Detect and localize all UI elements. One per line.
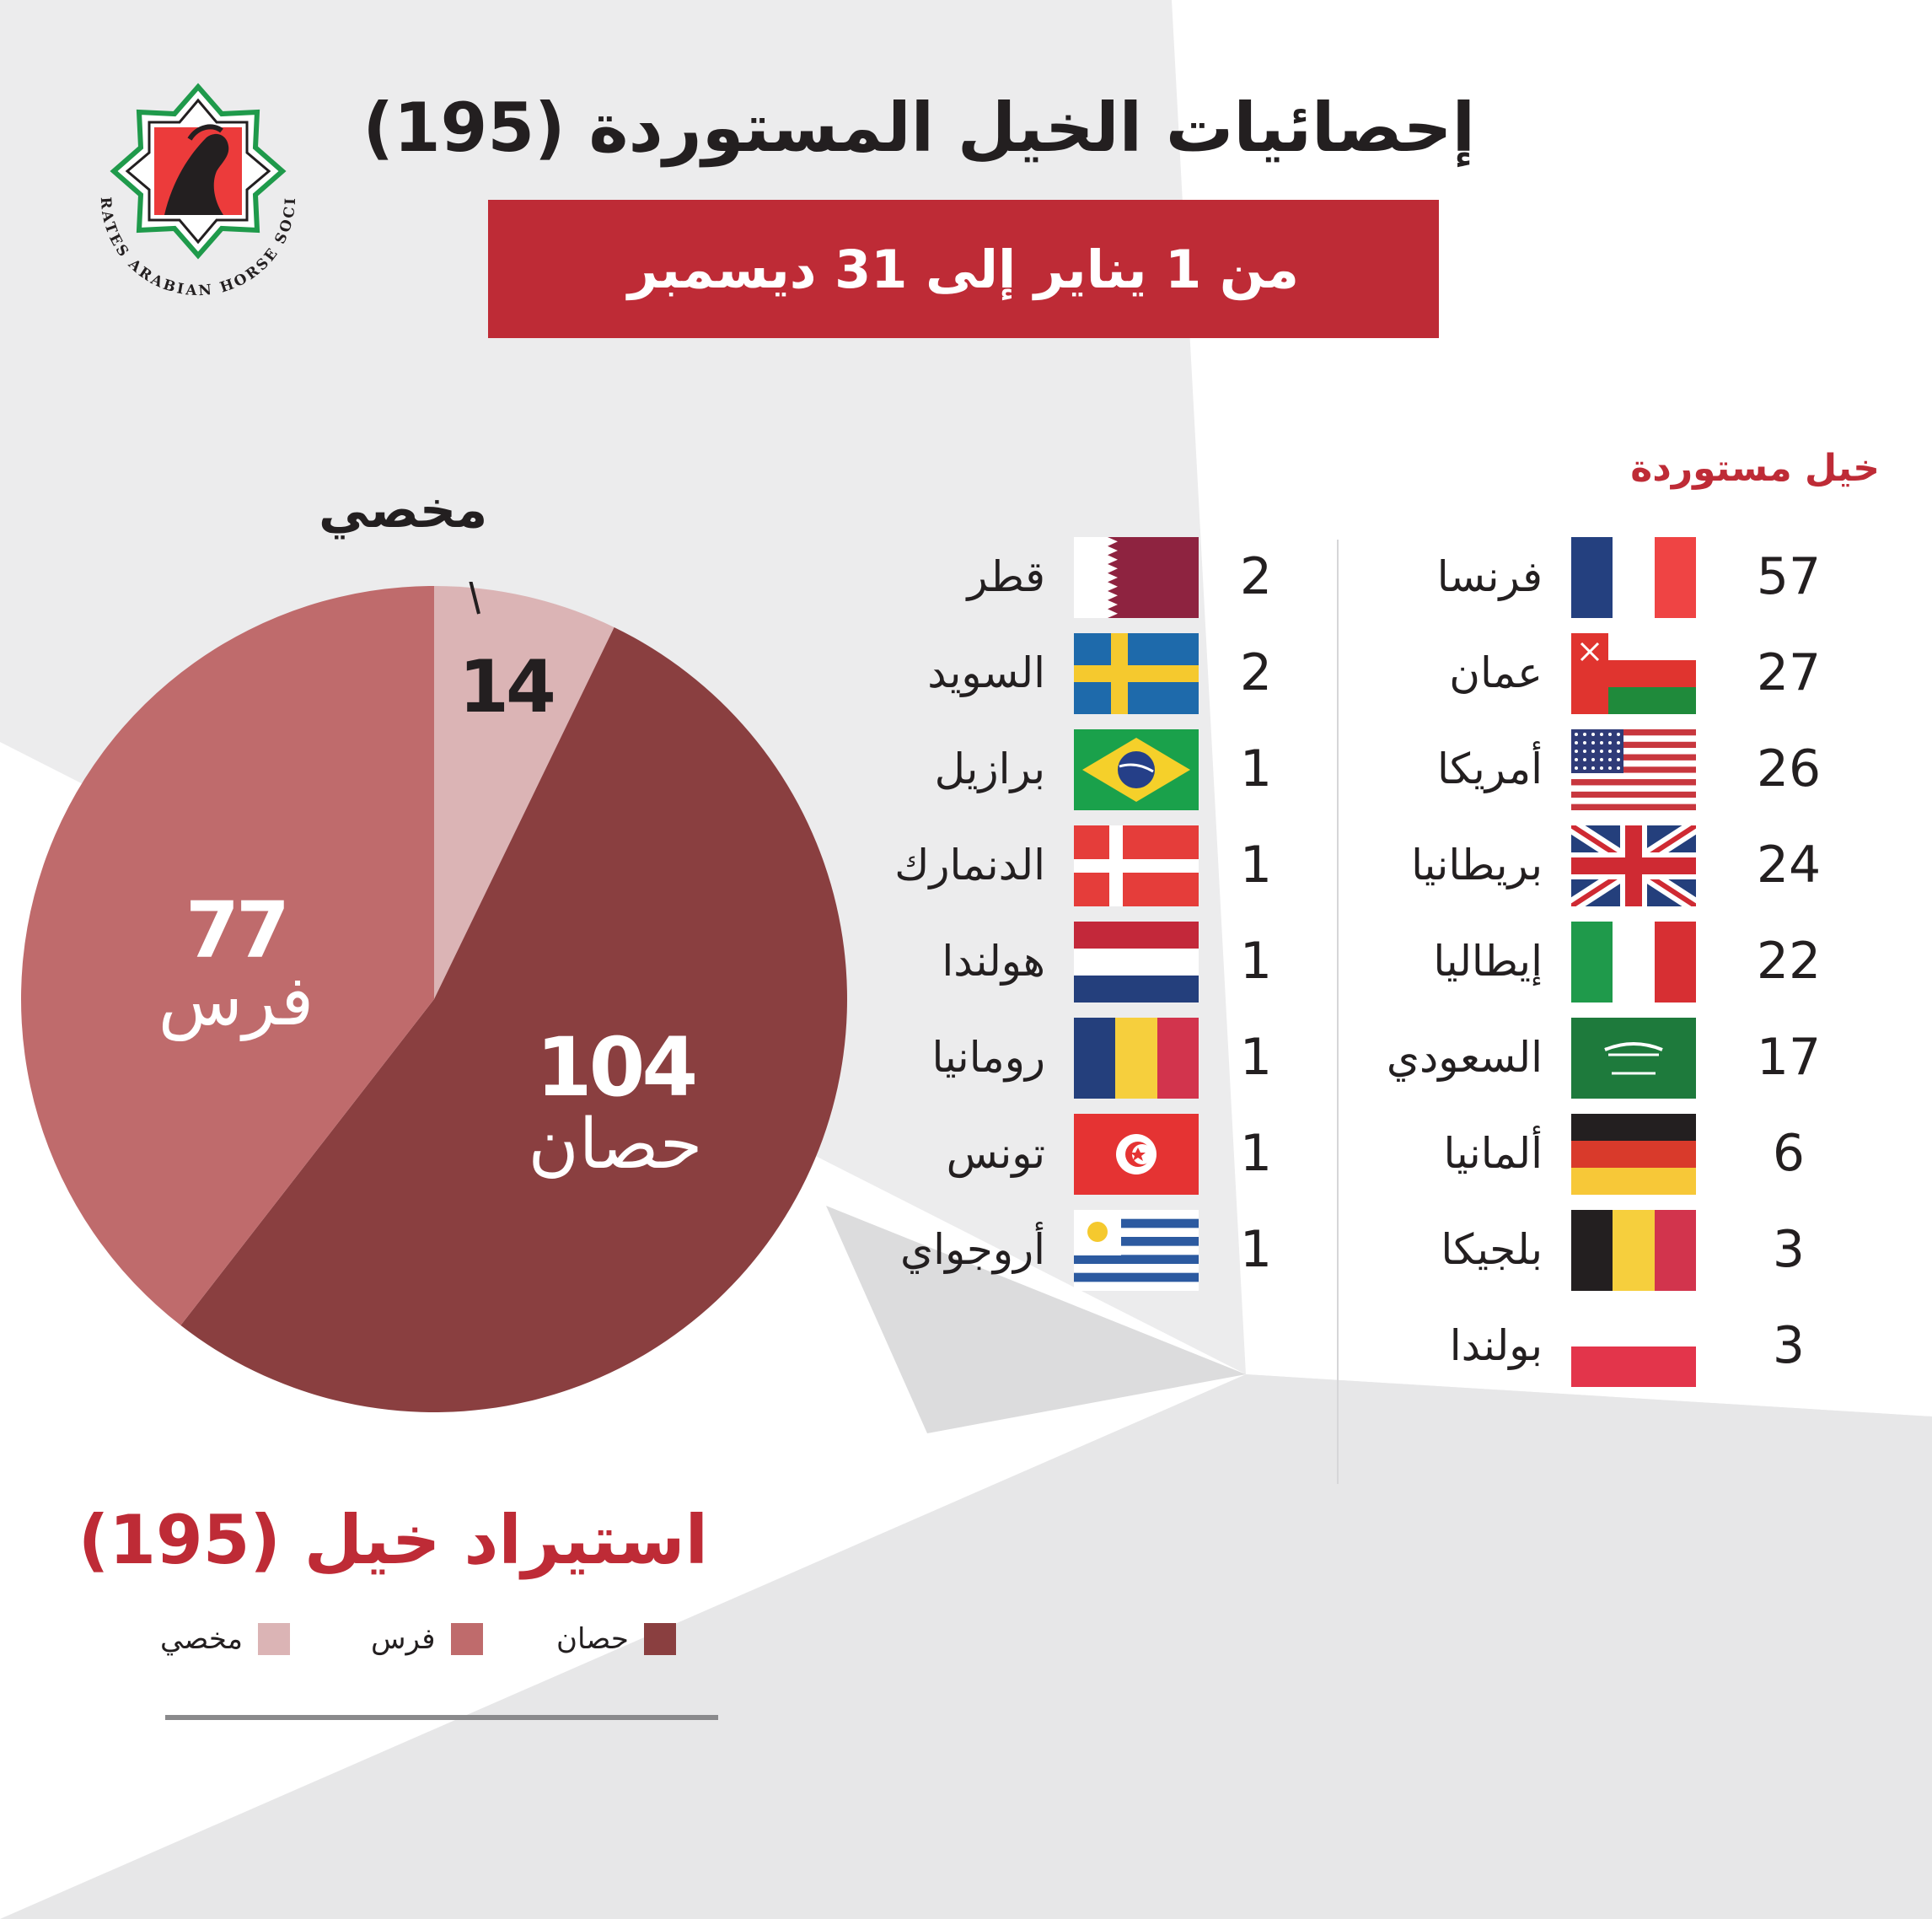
column-divider: [1337, 540, 1339, 1484]
page-title: إحصائيات الخيل المستوردة (195): [362, 89, 1475, 167]
legend-swatch-gelding: [257, 1623, 290, 1655]
country-count: 17: [1756, 1028, 1822, 1087]
poland-flag-icon: [1571, 1306, 1696, 1387]
country-row: السويد 2: [843, 633, 1315, 714]
legend-item-stallion: حصان: [556, 1622, 676, 1656]
country-row: برازيل 1: [843, 729, 1315, 810]
country-count: 22: [1756, 932, 1822, 991]
country-name: السويد: [927, 648, 1045, 697]
brazil-flag-icon: [1074, 729, 1199, 810]
country-row: أمريكا 26: [1349, 729, 1854, 810]
country-name: أمريكا: [1436, 744, 1543, 793]
country-name: ألمانيا: [1443, 1129, 1543, 1178]
country-row: الدنمارك 1: [843, 825, 1315, 906]
pie-value-stallion: 104: [535, 1020, 698, 1115]
country-count: 1: [1239, 1028, 1273, 1087]
pie-slice: [180, 627, 848, 1412]
legend-label-mare: فرس: [371, 1622, 436, 1656]
country-row: السعودي 17: [1349, 1018, 1854, 1099]
country-row: أروجواي 1: [843, 1210, 1315, 1291]
country-count: 1: [1239, 932, 1273, 991]
tunisia-flag-icon: [1074, 1114, 1199, 1195]
countries-heading: خيل مستوردة: [1630, 447, 1880, 490]
country-name: بلجيكا: [1441, 1225, 1543, 1274]
legend-label-gelding: مخصي: [160, 1622, 243, 1656]
legend-label-stallion: حصان: [556, 1622, 629, 1656]
germany-flag-icon: [1571, 1114, 1696, 1195]
france-flag-icon: [1571, 537, 1696, 618]
country-name: عمان: [1449, 648, 1543, 697]
country-name: أروجواي: [900, 1225, 1045, 1274]
society-logo: EMIRATES ARABIAN HORSE SOCIETY: [80, 72, 297, 299]
country-name: تونس: [946, 1129, 1045, 1178]
country-row: بلجيكا 3: [1349, 1210, 1854, 1291]
pie-value-mare: 77: [185, 885, 290, 976]
netherlands-flag-icon: [1074, 922, 1199, 1003]
country-row: ألمانيا 6: [1349, 1114, 1854, 1195]
country-count: 1: [1239, 739, 1273, 798]
country-count: 27: [1756, 643, 1822, 702]
country-name: برازيل: [934, 744, 1045, 793]
legend-item-mare: فرس: [371, 1622, 483, 1656]
country-name: فرنسا: [1436, 552, 1543, 601]
country-row: قطر 2: [843, 537, 1315, 618]
country-name: قطر: [967, 552, 1045, 601]
date-range-text: من 1 يناير إلى 31 ديسمبر: [627, 238, 1300, 300]
country-name: السعودي: [1386, 1033, 1543, 1082]
country-row: رومانيا 1: [843, 1018, 1315, 1099]
country-count: 26: [1756, 739, 1822, 798]
italy-flag-icon: [1571, 922, 1696, 1003]
country-row: عمان 27: [1349, 633, 1854, 714]
country-count: 2: [1239, 547, 1273, 606]
denmark-flag-icon: [1074, 825, 1199, 906]
belgium-flag-icon: [1571, 1210, 1696, 1291]
sweden-flag-icon: [1074, 633, 1199, 714]
country-count: 1: [1239, 1124, 1273, 1183]
pie-label-mare-name: فرس: [158, 961, 314, 1041]
pie-slice: [21, 586, 434, 1325]
country-count: 2: [1239, 643, 1273, 702]
pie-label-stallion-name: حصان: [528, 1105, 703, 1185]
country-row: بولندا 3: [1349, 1306, 1854, 1387]
oman-flag-icon: [1571, 633, 1696, 714]
bottom-rule: [165, 1715, 718, 1720]
country-count: 24: [1756, 836, 1822, 895]
country-row: بريطانيا 24: [1349, 825, 1854, 906]
country-count: 1: [1239, 1220, 1273, 1279]
uk-flag-icon: [1571, 825, 1696, 906]
country-row: إيطاليا 22: [1349, 922, 1854, 1003]
uruguay-flag-icon: [1074, 1210, 1199, 1291]
country-count: 57: [1756, 547, 1822, 606]
country-count: 3: [1772, 1316, 1806, 1375]
country-count: 1: [1239, 836, 1273, 895]
usa-flag-icon: [1571, 729, 1696, 810]
country-name: رومانيا: [931, 1033, 1045, 1082]
date-range-banner: من 1 يناير إلى 31 ديسمبر: [488, 200, 1439, 338]
legend-swatch-mare: [450, 1623, 483, 1655]
country-row: فرنسا 57: [1349, 537, 1854, 618]
import-total-title: استيراد خيل (195): [78, 1501, 708, 1579]
pie-value-gelding: 14: [459, 645, 556, 729]
pie-chart: [21, 582, 848, 1412]
country-count: 6: [1772, 1124, 1806, 1183]
gelding-leader-line: [469, 582, 480, 615]
country-row: هولندا 1: [843, 922, 1315, 1003]
country-name: بريطانيا: [1411, 841, 1543, 890]
pie-label-gelding-name: مخصي: [319, 481, 488, 540]
saudi-flag-icon: [1571, 1018, 1696, 1099]
pie-slice: [434, 586, 614, 999]
romania-flag-icon: [1074, 1018, 1199, 1099]
country-name: الدنمارك: [894, 841, 1045, 890]
legend-item-gelding: مخصي: [160, 1622, 290, 1656]
country-count: 3: [1772, 1220, 1806, 1279]
country-name: بولندا: [1449, 1321, 1543, 1370]
qatar-flag-icon: [1074, 537, 1199, 618]
legend-swatch-stallion: [643, 1623, 676, 1655]
country-name: إيطاليا: [1433, 937, 1543, 986]
country-row: تونس 1: [843, 1114, 1315, 1195]
country-name: هولندا: [942, 937, 1045, 986]
